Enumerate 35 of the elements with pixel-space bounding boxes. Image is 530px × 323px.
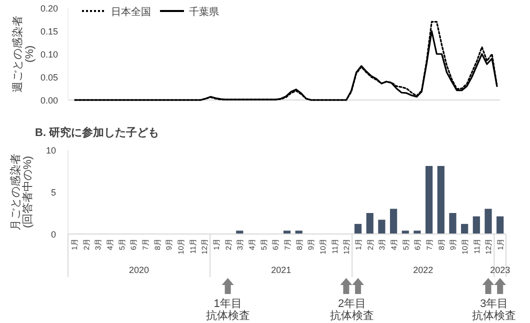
y-tick-label: 0.20 <box>40 4 58 14</box>
text: 3年目 <box>480 298 508 310</box>
y-tick-label: 5 <box>50 188 56 198</box>
bar <box>461 224 468 234</box>
text: 2021 <box>271 265 292 275</box>
text: 抗体検査 <box>206 309 250 322</box>
y-tick-label: 0.15 <box>40 26 58 36</box>
y-axis-title: 月ごとの感染者 (回答者中の%) <box>9 154 34 230</box>
text: 2023 <box>490 265 510 275</box>
y-axis-title: 週ごとの感染者 (%) <box>11 16 36 92</box>
legend-label: 千葉県 <box>189 6 219 18</box>
y-tick-label: 0 <box>50 230 56 240</box>
bar <box>472 216 480 234</box>
bar <box>414 230 421 234</box>
legend-label: 日本全国 <box>111 6 151 18</box>
text: 2020 <box>129 265 150 275</box>
text: 抗体検査 <box>330 309 374 322</box>
bar <box>496 216 504 234</box>
y-tick-label: 0.05 <box>40 72 58 82</box>
bar <box>354 224 362 234</box>
y-tick-label: 0.00 <box>40 96 58 106</box>
bar <box>378 220 386 234</box>
bar <box>484 208 492 234</box>
bar <box>366 213 374 234</box>
bar <box>426 166 433 234</box>
text: 2022 <box>413 265 434 275</box>
text: 1年目 <box>214 298 242 310</box>
bar <box>449 213 456 234</box>
text: 抗体検査 <box>472 309 516 322</box>
y-tick-label: 0.10 <box>40 50 58 60</box>
text: 2年目 <box>338 298 366 310</box>
chart-title: B. 研究に参加した子ども <box>35 126 160 139</box>
bar <box>390 208 398 234</box>
y-tick-label: 10 <box>46 146 56 156</box>
bar <box>437 166 444 234</box>
